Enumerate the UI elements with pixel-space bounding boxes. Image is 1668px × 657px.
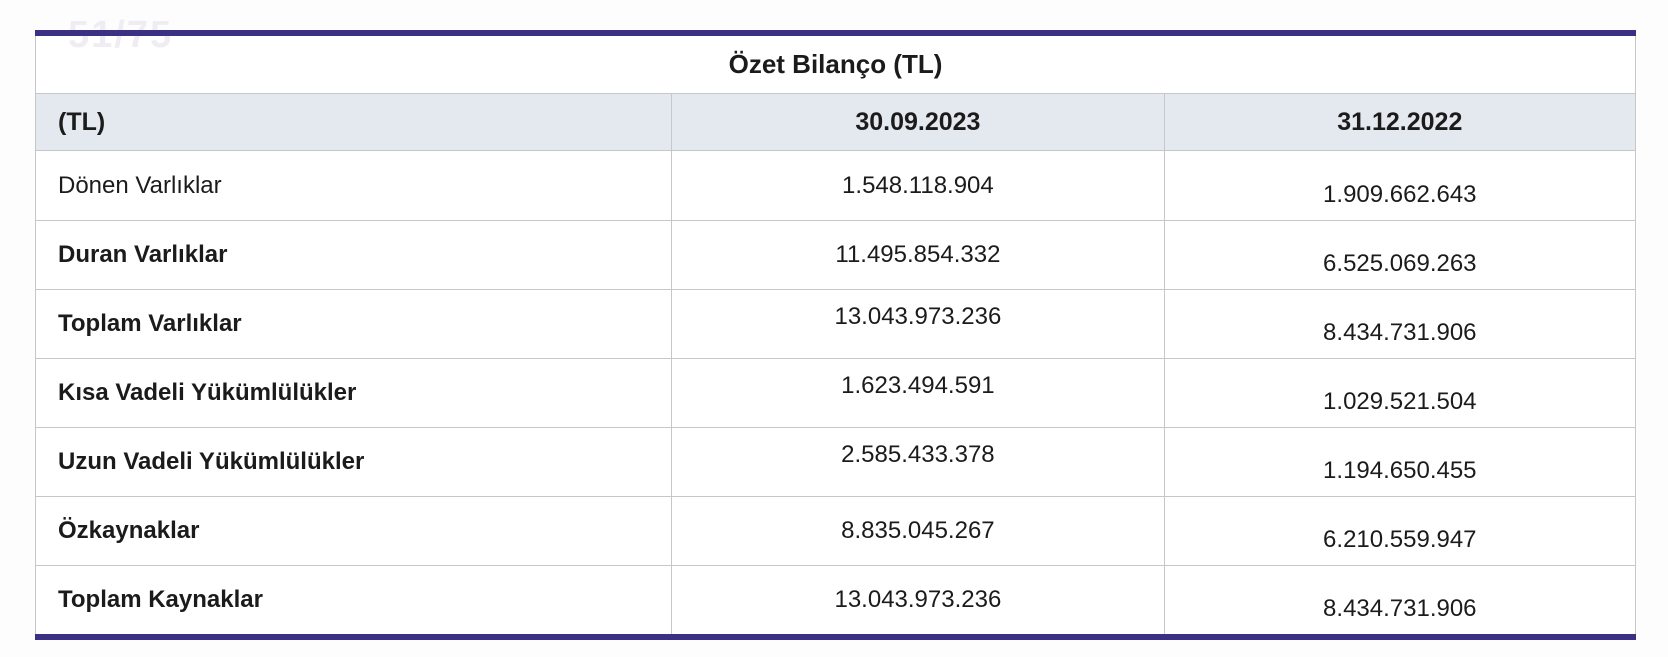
summary-balance-sheet-table: Özet Bilanço (TL) (TL) 30.09.2023 31.12.… bbox=[35, 30, 1636, 640]
value-2023: 1.623.494.591 bbox=[672, 359, 1165, 427]
value-2022: 8.434.731.906 bbox=[1323, 319, 1477, 346]
row-label: Duran Varlıklar bbox=[36, 221, 673, 289]
table-top-accent-rule bbox=[35, 30, 1636, 36]
value-2023: 2.585.433.378 bbox=[672, 428, 1165, 496]
column-header-tl: (TL) bbox=[36, 94, 673, 150]
value-2023: 11.495.854.332 bbox=[672, 221, 1165, 289]
table-row: Dönen Varlıklar 1.548.118.904 1.909.662.… bbox=[36, 151, 1635, 220]
row-label: Toplam Varlıklar bbox=[36, 290, 673, 358]
column-header-30-09-2023: 30.09.2023 bbox=[672, 94, 1165, 150]
value-2022: 8.434.731.906 bbox=[1323, 595, 1477, 622]
table-title: Özet Bilanço (TL) bbox=[728, 49, 943, 79]
table-row: Uzun Vadeli Yükümlülükler 2.585.433.378 … bbox=[36, 427, 1635, 496]
value-2022: 1.194.650.455 bbox=[1323, 457, 1477, 484]
row-label: Özkaynaklar bbox=[36, 497, 673, 565]
row-label: Uzun Vadeli Yükümlülükler bbox=[36, 428, 673, 496]
value-2022: 6.210.559.947 bbox=[1323, 526, 1477, 553]
row-label: Dönen Varlıklar bbox=[36, 151, 673, 220]
value-2023: 1.548.118.904 bbox=[672, 151, 1165, 220]
table-header-row: (TL) 30.09.2023 31.12.2022 bbox=[36, 93, 1635, 151]
value-2023: 13.043.973.236 bbox=[672, 566, 1165, 634]
column-header-31-12-2022: 31.12.2022 bbox=[1337, 107, 1463, 136]
value-2023: 13.043.973.236 bbox=[672, 290, 1165, 358]
table-body: Dönen Varlıklar 1.548.118.904 1.909.662.… bbox=[36, 151, 1635, 634]
value-2022: 1.029.521.504 bbox=[1323, 388, 1477, 415]
value-2022: 6.525.069.263 bbox=[1323, 250, 1477, 277]
value-2022: 1.909.662.643 bbox=[1323, 181, 1477, 208]
value-2023: 8.835.045.267 bbox=[672, 497, 1165, 565]
table-row: Toplam Varlıklar 13.043.973.236 8.434.73… bbox=[36, 289, 1635, 358]
table-row: Duran Varlıklar 11.495.854.332 6.525.069… bbox=[36, 220, 1635, 289]
table-row: Özkaynaklar 8.835.045.267 6.210.559.947 bbox=[36, 496, 1635, 565]
table-bottom-accent-rule bbox=[35, 634, 1636, 640]
table-row: Toplam Kaynaklar 13.043.973.236 8.434.73… bbox=[36, 565, 1635, 634]
table-row: Kısa Vadeli Yükümlülükler 1.623.494.591 … bbox=[36, 358, 1635, 427]
table-title-row: Özet Bilanço (TL) bbox=[36, 36, 1635, 93]
row-label: Kısa Vadeli Yükümlülükler bbox=[36, 359, 673, 427]
row-label: Toplam Kaynaklar bbox=[36, 566, 673, 634]
